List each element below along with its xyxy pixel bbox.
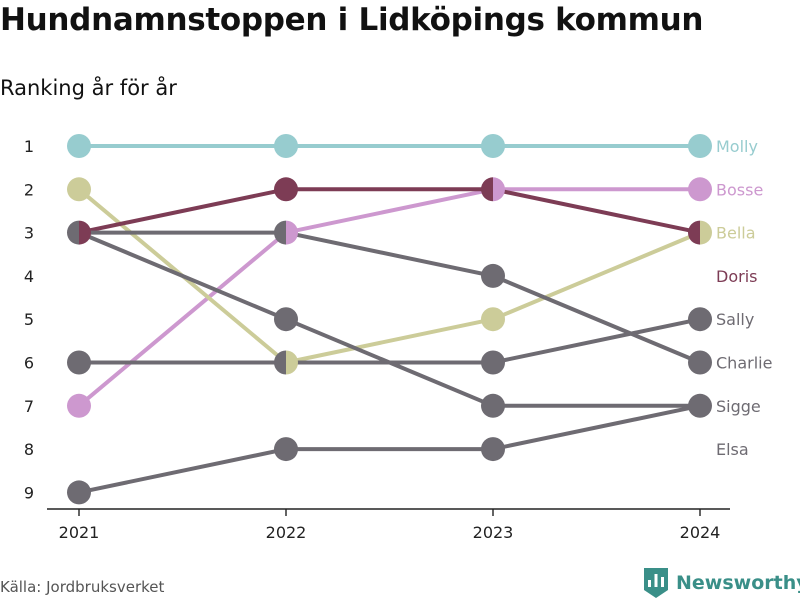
point-sigge-2022 xyxy=(274,307,298,332)
series-label-sally: Sally xyxy=(716,310,754,329)
point-right-half-2022-3 xyxy=(286,220,298,245)
point-left-half-2022-6 xyxy=(274,350,286,375)
y-tick-label-5: 5 xyxy=(24,310,34,329)
series-label-molly: Molly xyxy=(716,137,758,156)
y-tick-label-9: 9 xyxy=(24,483,34,502)
x-tick-label-2023: 2023 xyxy=(473,523,514,542)
y-tick-label-4: 4 xyxy=(24,267,34,286)
y-tick-label-7: 7 xyxy=(24,397,34,416)
point-elsa-2023 xyxy=(481,437,505,462)
series-line-bella xyxy=(77,187,702,365)
series-line-bosse xyxy=(77,187,702,408)
point-sigge-elsa-2024 xyxy=(688,393,712,418)
axes: 1 2 3 4 5 6 7 8 9 2021 2022 2023 2024 xyxy=(24,137,730,542)
brand-logo: Newsworthy xyxy=(644,568,800,598)
point-left-half-2021-3 xyxy=(67,220,79,245)
point-sally-2021 xyxy=(67,350,91,375)
series-line-sigge xyxy=(77,230,702,408)
point-right-half-2022-6 xyxy=(286,350,298,375)
point-left-half-2024-3 xyxy=(688,220,700,245)
point-bella-2021 xyxy=(67,177,91,202)
point-bosse-2024 xyxy=(688,177,712,202)
point-left-half-2022-3 xyxy=(274,220,286,245)
point-bella-2023 xyxy=(481,307,505,332)
series-label-elsa: Elsa xyxy=(716,440,749,459)
point-charlie-2024 xyxy=(688,350,712,375)
series-label-charlie: Charlie xyxy=(716,354,772,373)
y-tick-label-1: 1 xyxy=(24,137,34,156)
point-left-half-2023-2 xyxy=(481,177,493,202)
series-points xyxy=(67,134,712,505)
x-tick-label-2024: 2024 xyxy=(680,523,721,542)
point-sally-2023 xyxy=(481,350,505,375)
point-bosse-2021 xyxy=(67,393,91,418)
x-tick-label-2022: 2022 xyxy=(266,523,307,542)
series-label-sigge: Sigge xyxy=(716,397,761,416)
y-tick-label-2: 2 xyxy=(24,180,34,199)
series-lines xyxy=(77,144,702,495)
point-right-half-2023-2 xyxy=(493,177,506,202)
point-molly-2021 xyxy=(67,134,91,158)
series-label-bella: Bella xyxy=(716,224,756,243)
x-tick-label-2021: 2021 xyxy=(59,523,100,542)
point-right-half-2021-3 xyxy=(79,220,91,245)
series-line-charlie xyxy=(77,230,702,365)
point-right-half-2024-3 xyxy=(700,220,712,245)
source-note: Källa: Jordbruksverket xyxy=(0,578,165,596)
chart-subtitle: Ranking år för år xyxy=(0,76,177,100)
point-molly-2024 xyxy=(688,134,712,158)
series-label-bosse: Bosse xyxy=(716,180,763,199)
bar-chart-icon xyxy=(644,568,668,598)
chart-title: Hundnamnstoppen i Lidköpings kommun xyxy=(0,2,704,38)
point-sally-2024 xyxy=(688,307,712,332)
point-sigge-2023 xyxy=(481,393,505,418)
y-tick-label-3: 3 xyxy=(24,224,34,243)
series-label-doris: Doris xyxy=(716,267,757,286)
point-doris-2022 xyxy=(274,177,298,202)
series-line-doris xyxy=(77,187,702,235)
point-charlie-2023 xyxy=(481,263,505,288)
brand-name: Newsworthy xyxy=(676,572,800,594)
series-labels: Molly Bosse Bella Doris Sally Charlie Sigge Els… xyxy=(716,137,772,459)
series-line-elsa xyxy=(77,403,702,495)
point-elsa-2021 xyxy=(67,480,91,505)
point-molly-2023 xyxy=(481,134,505,158)
y-tick-label-6: 6 xyxy=(24,354,34,373)
point-molly-2022 xyxy=(274,134,298,158)
bump-chart: 1 2 3 4 5 6 7 8 9 2021 2022 2023 2024 Molly Bosse Bell… xyxy=(24,134,772,542)
point-elsa-2022 xyxy=(274,437,298,462)
y-tick-label-8: 8 xyxy=(24,440,34,459)
